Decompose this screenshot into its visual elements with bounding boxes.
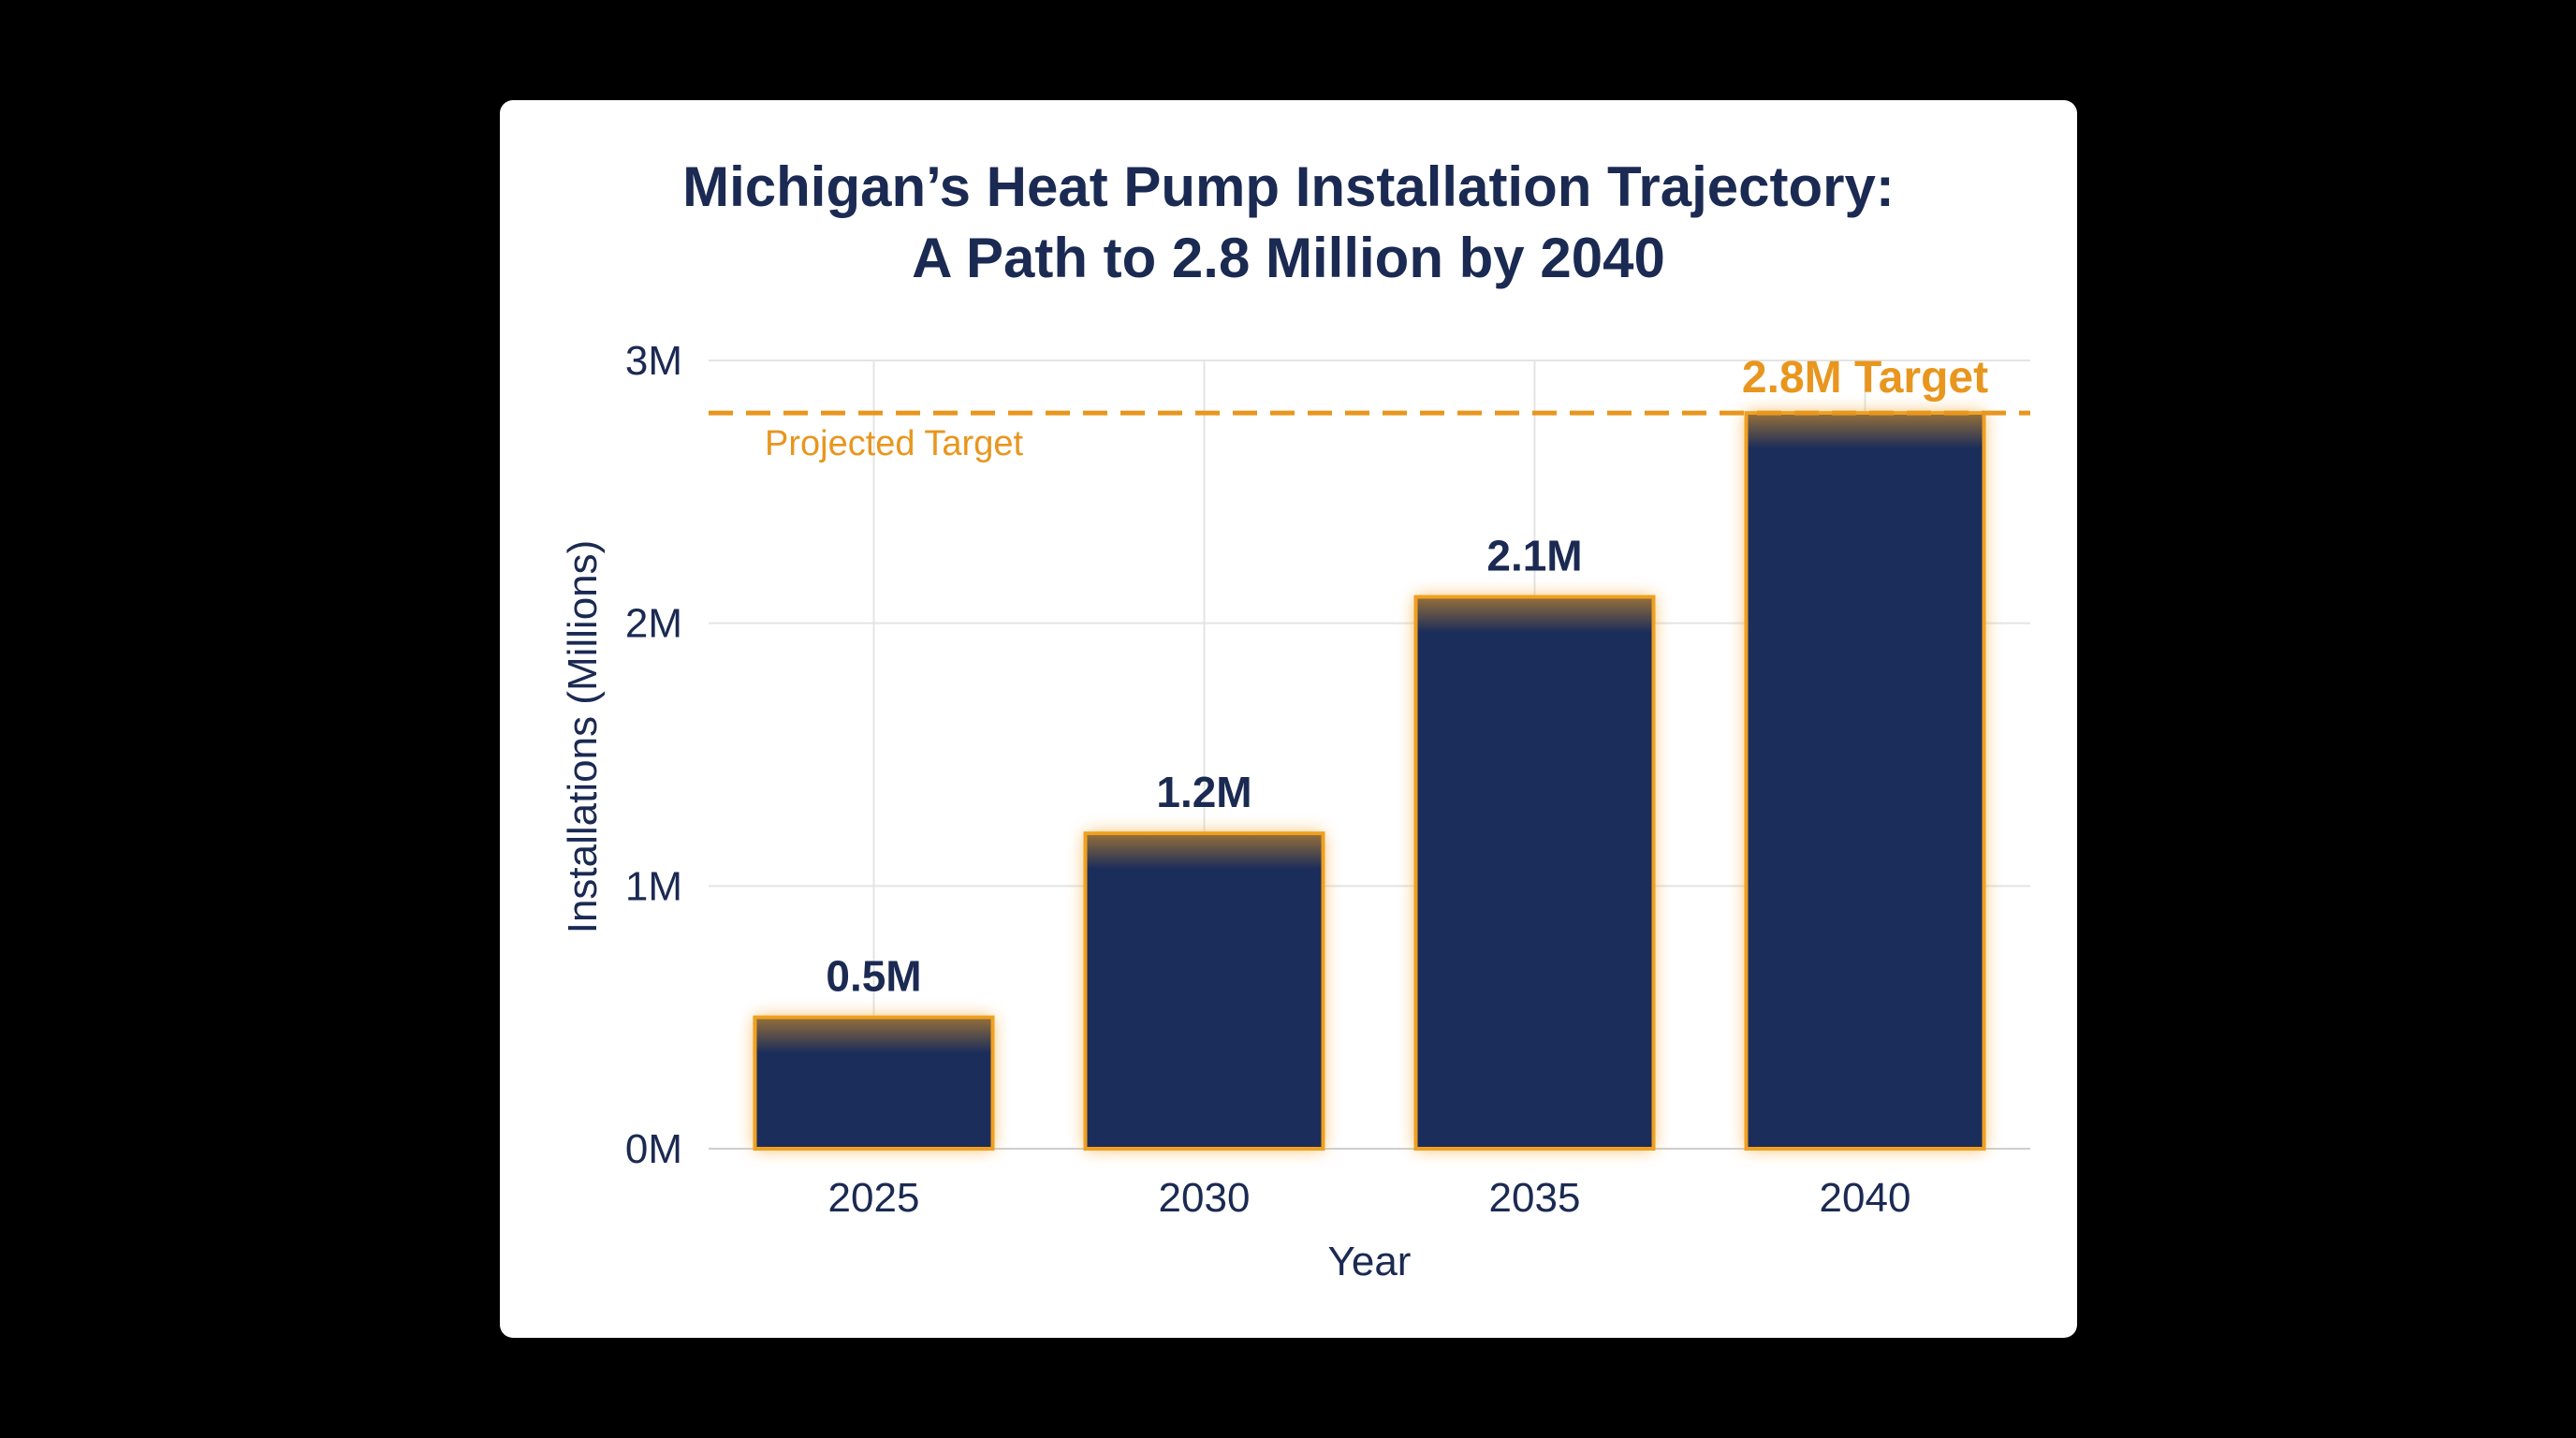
- bar-top-highlight: [1087, 835, 1322, 870]
- chart-title-line-1: Michigan’s Heat Pump Installation Trajec…: [682, 155, 1895, 218]
- chart-title-line-2: A Path to 2.8 Million by 2040: [912, 227, 1665, 289]
- bar-top-highlight: [1748, 415, 1983, 449]
- x-tick-label: 2030: [1159, 1175, 1251, 1221]
- x-axis-title: Year: [1328, 1239, 1412, 1284]
- bar-top-highlight: [756, 1019, 991, 1053]
- bar-2030: [1083, 831, 1325, 1151]
- bar-data-label: 0.5M: [826, 952, 921, 1001]
- bar-chart: 0M 1M 2M 3M Projected Target 0.5M 2025 1.2M 2030…: [560, 338, 2030, 1284]
- x-tick-label: 2025: [828, 1175, 920, 1221]
- reference-line-label: Projected Target: [765, 424, 1023, 463]
- bar-data-label: 2.8M Target: [1742, 353, 1988, 403]
- bar-data-label: 2.1M: [1486, 532, 1582, 580]
- y-tick-label: 1M: [625, 863, 682, 909]
- y-tick-label: 2M: [625, 601, 682, 647]
- x-tick-label: 2040: [1820, 1175, 1911, 1221]
- y-tick-label: 0M: [625, 1126, 682, 1172]
- y-axis-title: Installations (Millions): [560, 540, 606, 934]
- bar-top-highlight: [1417, 598, 1652, 633]
- chart-card: Michigan’s Heat Pump Installation Trajec…: [500, 100, 2077, 1338]
- bar-2035: [1413, 594, 1656, 1151]
- bar-data-label: 1.2M: [1156, 768, 1251, 816]
- y-tick-label: 3M: [625, 338, 682, 384]
- x-tick-label: 2035: [1489, 1175, 1581, 1221]
- bar-2040: [1744, 411, 1986, 1151]
